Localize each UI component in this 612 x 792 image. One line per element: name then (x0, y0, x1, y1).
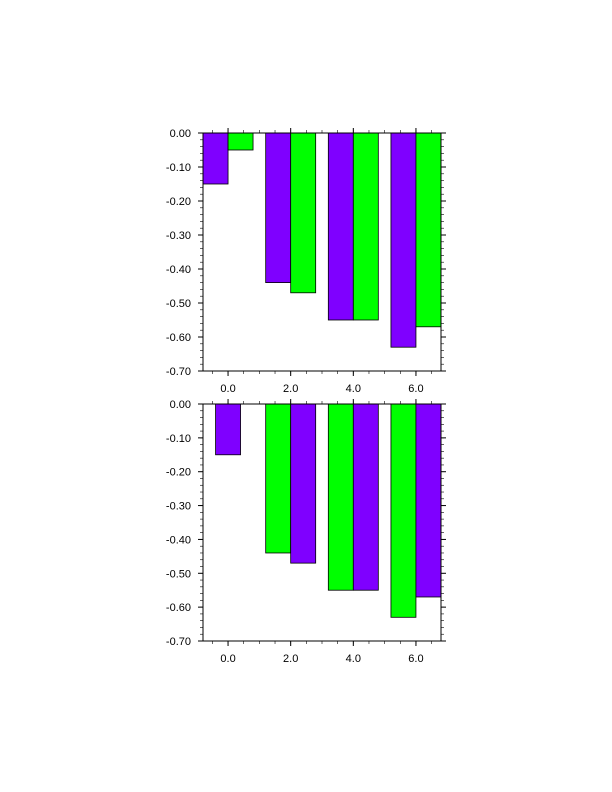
y-tick-label: -0.10 (166, 433, 191, 445)
chart-panel-2: 0.00 -0.10 -0.20 -0.30 -0.40 -0.50 -0.60 -0.70 0… (166, 399, 446, 665)
bar (327, 403, 354, 591)
x-tick-label: 4.0 (346, 653, 361, 665)
x-tick-label: 2.0 (283, 383, 298, 395)
y-tick-label: -0.60 (166, 602, 191, 614)
x-tick-label: 6.0 (408, 653, 423, 665)
bar (327, 132, 354, 321)
bar (415, 403, 442, 598)
y-tick-label: -0.40 (166, 264, 191, 276)
y-tick-label: -0.40 (166, 534, 191, 546)
chart-panel-1: 0.00 -0.10 -0.20 -0.30 -0.40 -0.50 -0.60 -0.70 0… (166, 128, 446, 395)
y-tick-label: -0.20 (166, 467, 191, 479)
bar (415, 132, 442, 328)
y-tick-label: -0.70 (166, 366, 191, 378)
y-tick-label: -0.10 (166, 162, 191, 174)
bar (352, 132, 379, 321)
bar (352, 403, 379, 591)
bar (265, 403, 292, 554)
y-tick-label: -0.60 (166, 332, 191, 344)
y-tick-label: -0.50 (166, 298, 191, 310)
y-tick-label: 0.00 (170, 399, 191, 411)
x-tick-label: 0.0 (220, 653, 235, 665)
bar (202, 132, 229, 185)
x-tick-label: 2.0 (283, 653, 298, 665)
bar (390, 132, 417, 348)
y-tick-label: -0.30 (166, 501, 191, 513)
x-tick-label: 4.0 (346, 383, 361, 395)
bar (227, 132, 254, 151)
y-tick-label: 0.00 (170, 128, 191, 140)
y-tick-label: -0.50 (166, 568, 191, 580)
bar (290, 132, 317, 294)
bar (215, 403, 241, 456)
bar (265, 132, 292, 284)
y-tick-label: -0.30 (166, 230, 191, 242)
bar (390, 403, 417, 618)
y-tick-label: -0.70 (166, 636, 191, 648)
x-tick-label: 6.0 (408, 383, 423, 395)
bar (290, 403, 317, 564)
x-tick-label: 0.0 (220, 383, 235, 395)
y-tick-label: -0.20 (166, 196, 191, 208)
